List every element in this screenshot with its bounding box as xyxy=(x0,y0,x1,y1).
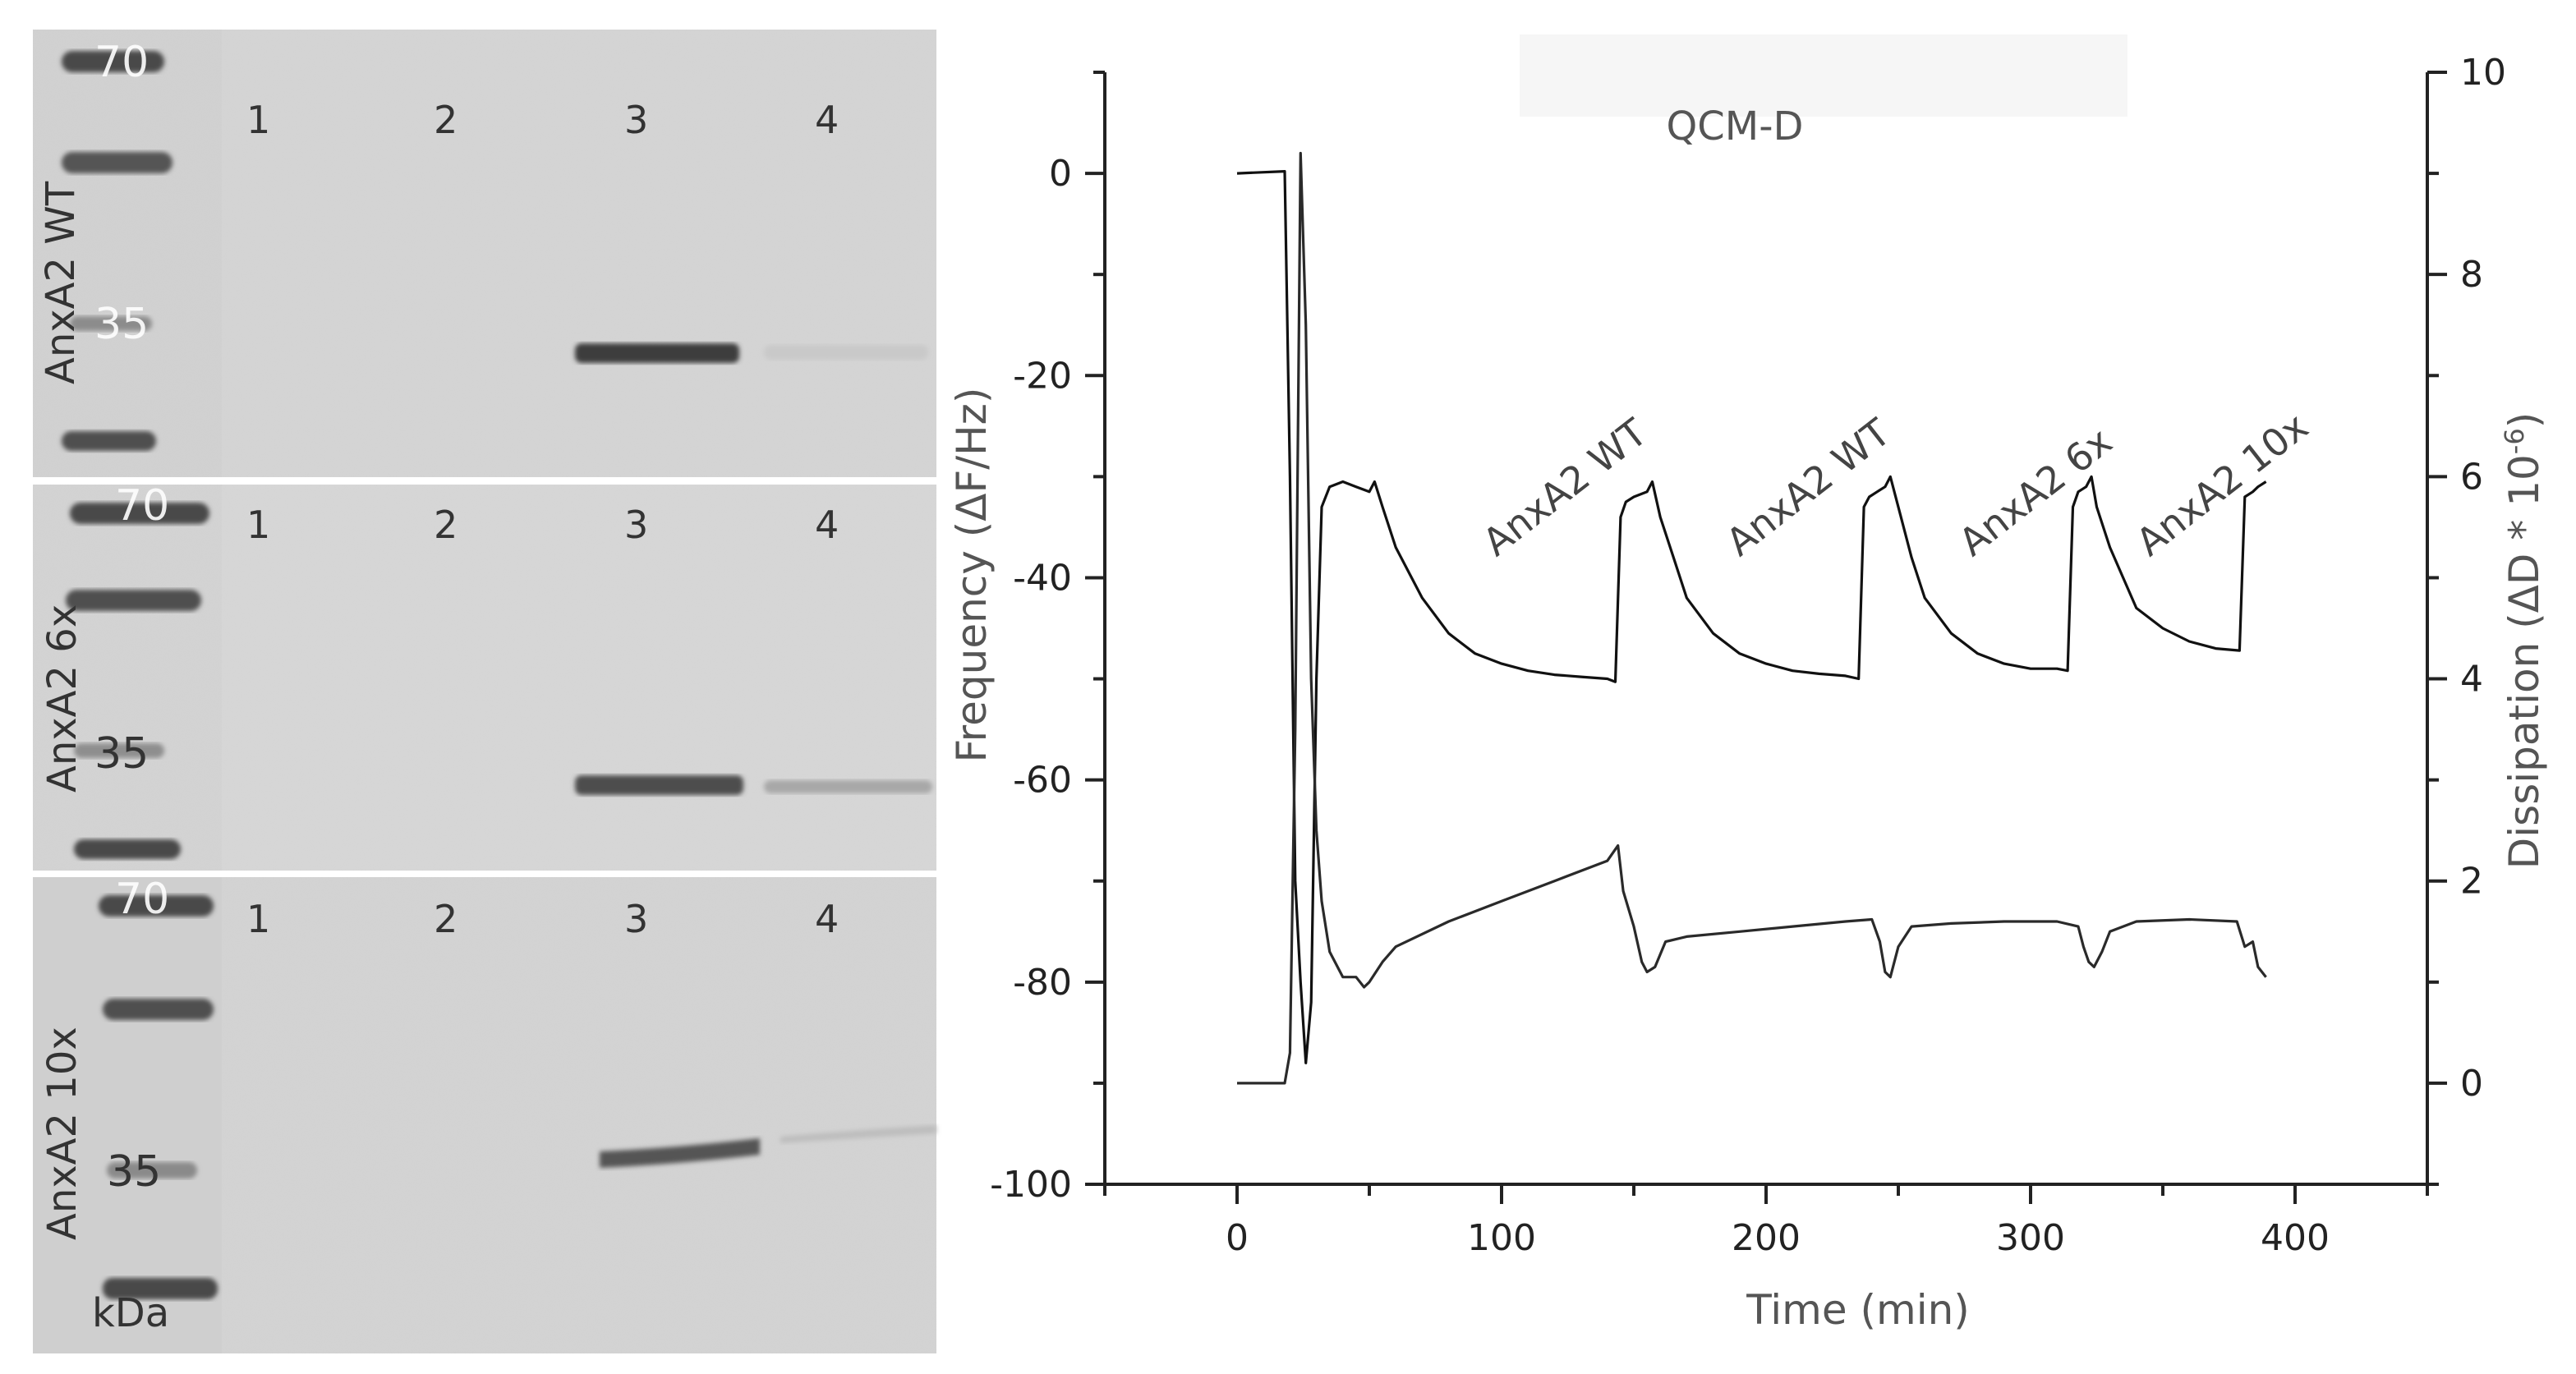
lane-label-2: 2 xyxy=(434,897,458,941)
y-axis-label: Frequency (ΔF/Hz) xyxy=(948,388,996,763)
annotation-label-4: AnxA2 10x xyxy=(2128,404,2316,565)
y-tick-label: -80 xyxy=(1013,962,1072,1004)
sample-band-lane-4 xyxy=(764,345,928,360)
marker-band-35 xyxy=(107,1162,197,1179)
y-tick-label: -20 xyxy=(1013,355,1072,397)
lane-label-3: 3 xyxy=(624,897,648,941)
gel-panel-10x: 70 35 kDa AnxA2 10x 1 2 3 4 xyxy=(33,875,936,1353)
annotation-label-1: AnxA2 WT xyxy=(1474,410,1656,565)
y2-axis-label-tail: ) xyxy=(2500,412,2548,429)
marker-label-70: 70 xyxy=(115,875,169,924)
marker-lane xyxy=(33,877,222,1353)
marker-band-70 xyxy=(62,51,164,72)
dissipation-series-line xyxy=(1237,151,2267,1085)
marker-lane xyxy=(33,30,222,477)
gel-image: 70 35 AnxA2 WT 1 2 3 4 70 35 AnxA2 6x 1 … xyxy=(33,30,936,1353)
gel-panel-wt: 70 35 AnxA2 WT 1 2 3 4 xyxy=(33,30,936,477)
y2-tick-label: 0 xyxy=(2460,1063,2483,1105)
marker-band-70 xyxy=(70,503,209,524)
marker-label-35: 35 xyxy=(94,300,149,349)
sample-band-lane-3 xyxy=(575,343,739,363)
lane-label-3: 3 xyxy=(624,503,648,547)
sample-band-lane-4 xyxy=(764,780,932,793)
lane-label-1: 1 xyxy=(246,503,270,547)
y2-tick-label: 8 xyxy=(2460,254,2483,296)
marker-band xyxy=(62,431,156,451)
y2-axis-label: Dissipation (ΔD * 10-6) xyxy=(2499,412,2548,869)
marker-label-35: 35 xyxy=(94,729,149,779)
marker-band xyxy=(103,1278,218,1299)
x-tick-label: 100 xyxy=(1467,1217,1536,1259)
x-tick-label: 300 xyxy=(1996,1217,2065,1259)
lane-label-4: 4 xyxy=(815,503,839,547)
y-tick-label: -100 xyxy=(990,1164,1072,1206)
lane-label-2: 2 xyxy=(434,98,458,142)
sample-band-lane-3 xyxy=(575,775,743,795)
y2-axis-label-main: Dissipation (ΔD * 10 xyxy=(2500,454,2548,869)
y-tick-label: -60 xyxy=(1013,760,1072,802)
marker-band xyxy=(74,839,181,859)
chart-ticks: 0 100 200 300 400 0 -20 -40 -60 -80 -100 0 2 4 6 8 10 xyxy=(990,52,2506,1259)
panel-label-6x: AnxA2 6x xyxy=(39,604,85,793)
y-tick-label: 0 xyxy=(1049,153,1072,195)
marker-label-35: 35 xyxy=(107,1147,161,1197)
lane-label-4: 4 xyxy=(815,98,839,142)
y2-tick-label: 6 xyxy=(2460,456,2483,498)
panel-label-wt: AnxA2 WT xyxy=(38,181,84,384)
lane-label-4: 4 xyxy=(815,897,839,941)
kda-label: kDa xyxy=(92,1290,169,1336)
qcmd-chart: QCM-D 0 100 200 300 400 0 -20 -40 -60 -80 -100 0 2 4 6… xyxy=(948,34,2548,1334)
marker-band xyxy=(66,590,201,611)
chart-annotations: AnxA2 WT AnxA2 WT AnxA2 6x AnxA2 10x xyxy=(1474,404,2316,565)
x-tick-label: 400 xyxy=(2261,1217,2330,1259)
sample-band-lane-3 xyxy=(600,1138,760,1168)
lane-label-1: 1 xyxy=(246,98,270,142)
chart-title: QCM-D xyxy=(1667,103,1804,149)
chart-title-box xyxy=(1520,34,2128,117)
marker-label-70: 70 xyxy=(115,481,169,531)
marker-lane xyxy=(33,485,222,871)
x-tick-label: 200 xyxy=(1732,1217,1801,1259)
panel-label-10x: AnxA2 10x xyxy=(39,1027,85,1240)
chart-series xyxy=(1236,151,2267,1085)
marker-label-70: 70 xyxy=(94,38,149,87)
lane-label-3: 3 xyxy=(624,98,648,142)
lane-label-2: 2 xyxy=(434,503,458,547)
marker-band xyxy=(103,999,214,1020)
frequency-series-line xyxy=(1236,170,2267,1064)
y2-tick-label: 4 xyxy=(2460,659,2483,701)
annotation-label-2: AnxA2 WT xyxy=(1718,410,1899,565)
marker-band-35 xyxy=(74,743,164,758)
sample-band-lane-4 xyxy=(780,1125,936,1143)
y2-tick-label: 2 xyxy=(2460,861,2483,903)
x-tick-label: 0 xyxy=(1226,1217,1249,1259)
x-axis-label: Time (min) xyxy=(1746,1286,1970,1334)
gel-panel-6x: 70 35 AnxA2 6x 1 2 3 4 xyxy=(33,481,936,871)
y-tick-label: -40 xyxy=(1013,557,1072,599)
y2-tick-label: 10 xyxy=(2460,52,2506,94)
marker-band-35 xyxy=(70,316,152,331)
lane-label-1: 1 xyxy=(246,897,270,941)
marker-band xyxy=(62,152,172,173)
marker-band-70 xyxy=(99,895,214,917)
y2-axis-label-exponent: -6 xyxy=(2499,428,2530,454)
